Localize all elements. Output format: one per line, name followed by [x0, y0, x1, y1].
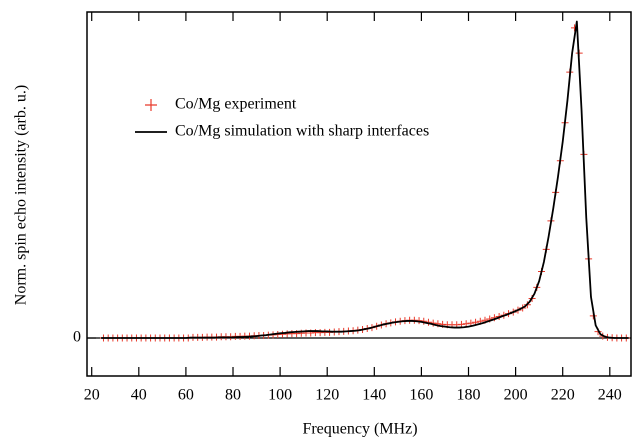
legend-label: Co/Mg simulation with sharp interfaces [175, 123, 429, 140]
plot-frame [86, 11, 632, 377]
data-line [101, 20, 629, 339]
x-tick-label: 60 [178, 387, 194, 404]
x-tick-label: 160 [409, 387, 433, 404]
x-tick-label: 180 [457, 387, 481, 404]
x-tick-label: 20 [84, 387, 100, 404]
y-tick-label: 0 [73, 329, 81, 346]
x-tick-label: 240 [598, 387, 622, 404]
x-tick-label: 40 [131, 387, 147, 404]
legend-label: Co/Mg experiment [175, 96, 297, 113]
legend-marker [145, 99, 157, 111]
x-tick-label: 200 [504, 387, 528, 404]
x-tick-label: 220 [551, 387, 575, 404]
x-tick-label: 120 [315, 387, 339, 404]
x-axis-label: Frequency (MHz) [302, 421, 417, 438]
x-tick-label: 100 [268, 387, 292, 404]
y-axis-label: Norm. spin echo intensity (arb. u.) [13, 85, 30, 305]
x-tick-label: 140 [362, 387, 386, 404]
x-tick-label: 80 [225, 387, 241, 404]
